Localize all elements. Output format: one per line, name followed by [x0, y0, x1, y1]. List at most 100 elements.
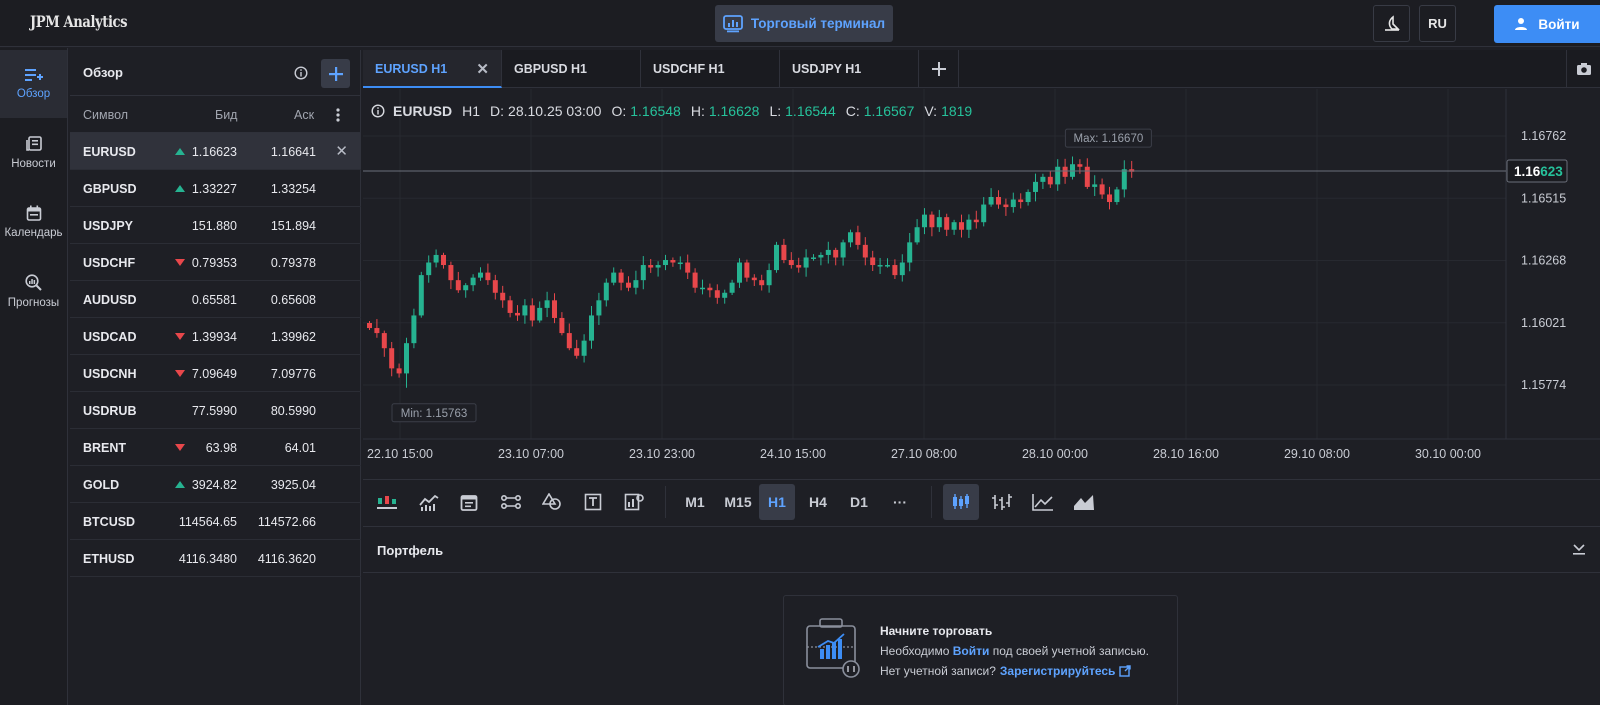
app-logo[interactable]: JPM Analytics: [30, 12, 128, 31]
chart-canvas[interactable]: 1.16762 1.16515 1.16268 1.16021 1.15774 22.10…: [363, 89, 1600, 478]
candle-body: [892, 265, 898, 276]
candle-body: [418, 275, 424, 316]
remove-symbol-icon[interactable]: ✕: [335, 143, 348, 160]
timeframe-h1[interactable]: H1: [759, 484, 795, 520]
tab-gbpusd[interactable]: GBPUSD H1: [502, 50, 641, 88]
trendline-tool-button[interactable]: [493, 484, 529, 520]
timeframe-d1[interactable]: D1: [850, 494, 868, 510]
max-tag-label: Max: 1.16670: [1074, 133, 1144, 145]
watchlist-row[interactable]: BRENT 63.98 64.01: [70, 429, 361, 466]
more-vertical-icon[interactable]: [336, 108, 340, 122]
col-symbol[interactable]: Символ: [83, 108, 129, 122]
trading-terminal-button[interactable]: Торговый терминал: [715, 5, 893, 42]
timeframe-m1[interactable]: M1: [685, 494, 705, 510]
trend-up-icon: [175, 148, 185, 155]
timeframe-h4[interactable]: H4: [809, 494, 827, 510]
row-bid: 3924.82: [191, 478, 237, 492]
rail-item-forecast[interactable]: Прогнозы: [0, 257, 67, 325]
watchlist-row[interactable]: AUDUSD 0.65581 0.65608: [70, 281, 361, 318]
watchlist-row[interactable]: EURUSD 1.16623 1.16641 ✕: [70, 133, 361, 170]
rail-label-overview: Обзор: [16, 88, 51, 100]
info-icon[interactable]: [294, 66, 308, 80]
chart-settings-button[interactable]: [616, 484, 652, 520]
calendar-icon: [460, 495, 478, 511]
rail-item-news[interactable]: Новости: [0, 119, 67, 187]
tab-usdjpy[interactable]: USDJPY H1: [780, 50, 919, 88]
bars-type-button[interactable]: [984, 484, 1020, 520]
candle-body: [1055, 166, 1061, 185]
watchlist-row[interactable]: ETHUSD 4116.3480 4116.3620: [70, 540, 361, 577]
candle-body: [1114, 189, 1120, 203]
tab-usdchf[interactable]: USDCHF H1: [641, 50, 780, 88]
col-bid[interactable]: Бид: [215, 108, 238, 122]
col-ask[interactable]: Аск: [294, 108, 315, 122]
register-link[interactable]: Зарегистрируйтесь: [999, 664, 1116, 678]
add-tab-button[interactable]: [919, 50, 959, 88]
candles-type-button[interactable]: [943, 484, 979, 520]
calendar-icon: [26, 205, 41, 221]
login-label: Войти: [1538, 16, 1580, 32]
trading-terminal-label: Торговый терминал: [750, 16, 886, 31]
info-icon[interactable]: [371, 104, 385, 118]
tab-eurusd[interactable]: EURUSD H1 ✕: [363, 50, 502, 88]
theme-toggle-button[interactable]: [1373, 5, 1410, 42]
add-symbol-button[interactable]: [321, 59, 350, 88]
row-symbol: USDCAD: [83, 330, 137, 344]
watchlist-row[interactable]: USDCNH 7.09649 7.09776: [70, 355, 361, 392]
briefcase-chart-icon: [806, 618, 860, 678]
watchlist-row[interactable]: USDCHF 0.79353 0.79378: [70, 244, 361, 281]
y-tick-label: 1.16021: [1521, 316, 1566, 330]
candle-body: [1047, 176, 1053, 185]
area-type-button[interactable]: [1066, 484, 1102, 520]
candle-body: [389, 348, 395, 369]
watchlist-column-header: Символ Бид Аск: [70, 96, 361, 133]
row-ask: 0.65608: [270, 293, 316, 307]
timeframe-m15[interactable]: M15: [724, 494, 752, 510]
candle-body: [566, 333, 572, 349]
watchlist-row[interactable]: GBPUSD 1.33227 1.33254: [70, 170, 361, 207]
rail-item-calendar[interactable]: Календарь: [0, 188, 67, 256]
calendar-tool-button[interactable]: [451, 484, 487, 520]
price-chart[interactable]: 1.16762 1.16515 1.16268 1.16021 1.15774 22.10…: [363, 89, 1600, 478]
language-button[interactable]: RU: [1419, 5, 1456, 42]
row-ask: 1.39962: [270, 330, 316, 344]
candle-body: [596, 300, 602, 316]
row-bid: 7.09649: [191, 367, 237, 381]
candle-body: [455, 280, 461, 291]
empty-line-2: Нет учетной записи? Зарегистрируйтесь: [880, 664, 1132, 678]
shapes-tool-button[interactable]: [534, 484, 570, 520]
watchlist-row[interactable]: BTCUSD 114564.65 114572.66: [70, 503, 361, 540]
camera-icon: [1576, 63, 1591, 75]
timeframe-more[interactable]: ···: [893, 494, 907, 510]
plus-icon: [931, 62, 946, 76]
external-link-icon[interactable]: [1119, 665, 1132, 677]
ohlc-date-label: D:: [490, 103, 505, 119]
candle-body: [973, 219, 979, 223]
rail-item-overview[interactable]: Обзор: [0, 50, 67, 118]
candle-body: [529, 305, 535, 321]
row-ask: 114572.66: [257, 515, 316, 529]
candle-body: [959, 222, 964, 230]
studies-button[interactable]: [411, 484, 447, 520]
candle-body: [500, 292, 506, 301]
candle-body: [737, 262, 742, 283]
watchlist-row[interactable]: GOLD 3924.82 3925.04: [70, 466, 361, 503]
login-button[interactable]: Войти: [1494, 5, 1600, 43]
screenshot-button[interactable]: [1566, 50, 1600, 88]
indicators-button[interactable]: [369, 484, 405, 520]
ohlc-close-label: C:: [845, 103, 860, 119]
collapse-chevron-icon[interactable]: [1572, 542, 1586, 556]
candle-body: [552, 300, 557, 318]
watchlist-row[interactable]: USDCAD 1.39934 1.39962: [70, 318, 361, 355]
line-chart-icon: [419, 494, 439, 511]
shapes-icon: [542, 493, 561, 510]
line-type-button[interactable]: [1025, 484, 1061, 520]
ohlc-volume-label: V:: [924, 103, 938, 119]
watchlist-row[interactable]: USDJPY 151.880 151.894: [70, 207, 361, 244]
close-tab-icon[interactable]: ✕: [476, 61, 489, 78]
watchlist-row[interactable]: USDRUB 77.5990 80.5990: [70, 392, 361, 429]
login-link[interactable]: Войти: [952, 644, 990, 658]
candle-body: [766, 270, 772, 286]
candle-body: [862, 244, 868, 258]
text-tool-button[interactable]: [575, 484, 611, 520]
